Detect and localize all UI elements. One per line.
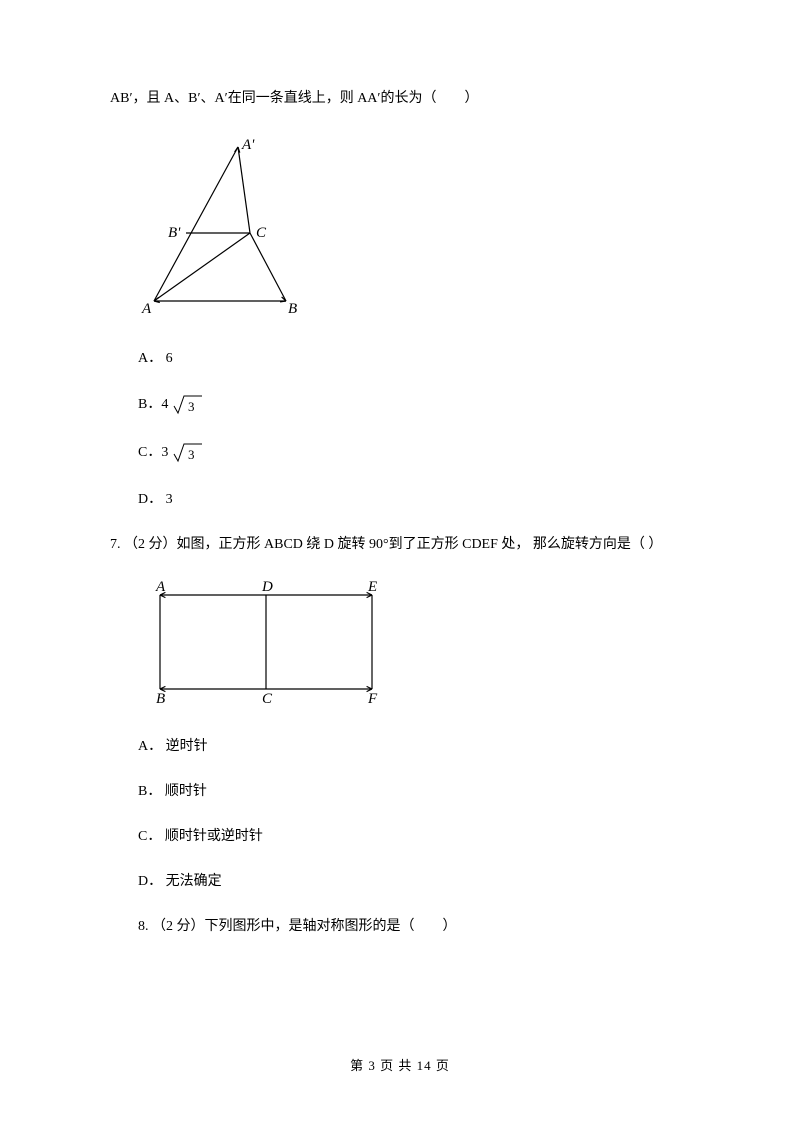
svg-text:E: E xyxy=(367,579,377,595)
squares-svg: A D E B C F xyxy=(138,579,390,705)
option-b: B．4 3 xyxy=(110,393,690,417)
question-8: 8. （2 分）下列图形中，是轴对称图形的是（ ） xyxy=(110,916,690,937)
svg-text:C: C xyxy=(256,225,267,241)
svg-text:A: A xyxy=(155,579,166,595)
option-c-prefix: C．3 xyxy=(138,445,168,460)
triangle-svg: A B B' C A' xyxy=(138,133,308,317)
q7-option-d: D． 无法确定 xyxy=(110,871,690,892)
option-a-prefix: A． xyxy=(138,351,162,366)
svg-text:C: C xyxy=(262,691,273,705)
page-footer: 第 3 页 共 14 页 xyxy=(0,1055,800,1074)
option-b-prefix: B．4 xyxy=(138,397,168,412)
page-content: AB′，且 A、B′、A′在同一条直线上，则 AA′的长为（ ） A B B' C A'… xyxy=(0,0,800,937)
option-c: C．3 3 xyxy=(110,441,690,465)
svg-text:B': B' xyxy=(168,225,181,241)
q7-option-b: B． 顺时针 xyxy=(110,781,690,802)
svg-text:F: F xyxy=(367,691,378,705)
q7-option-c: C． 顺时针或逆时针 xyxy=(110,826,690,847)
figure-triangle: A B B' C A' xyxy=(138,133,690,324)
sqrt-icon: 3 xyxy=(172,393,204,417)
figure-squares: A D E B C F xyxy=(138,579,690,712)
svg-text:3: 3 xyxy=(188,399,195,414)
svg-text:3: 3 xyxy=(188,447,195,462)
option-a: A． 6 xyxy=(110,348,690,369)
option-d-prefix: D． xyxy=(138,492,162,507)
svg-text:A': A' xyxy=(241,137,255,153)
option-d-value: 3 xyxy=(166,492,173,507)
svg-text:B: B xyxy=(156,691,165,705)
sqrt-icon: 3 xyxy=(172,441,204,465)
svg-text:B: B xyxy=(288,301,297,317)
svg-text:A: A xyxy=(141,301,152,317)
svg-text:D: D xyxy=(261,579,273,595)
option-a-value: 6 xyxy=(166,351,173,366)
q7-option-a: A． 逆时针 xyxy=(110,736,690,757)
question-7: 7. （2 分）如图，正方形 ABCD 绕 D 旋转 90°到了正方形 CDEF… xyxy=(82,534,690,555)
continuation-line: AB′，且 A、B′、A′在同一条直线上，则 AA′的长为（ ） xyxy=(110,88,690,109)
option-d: D． 3 xyxy=(110,489,690,510)
